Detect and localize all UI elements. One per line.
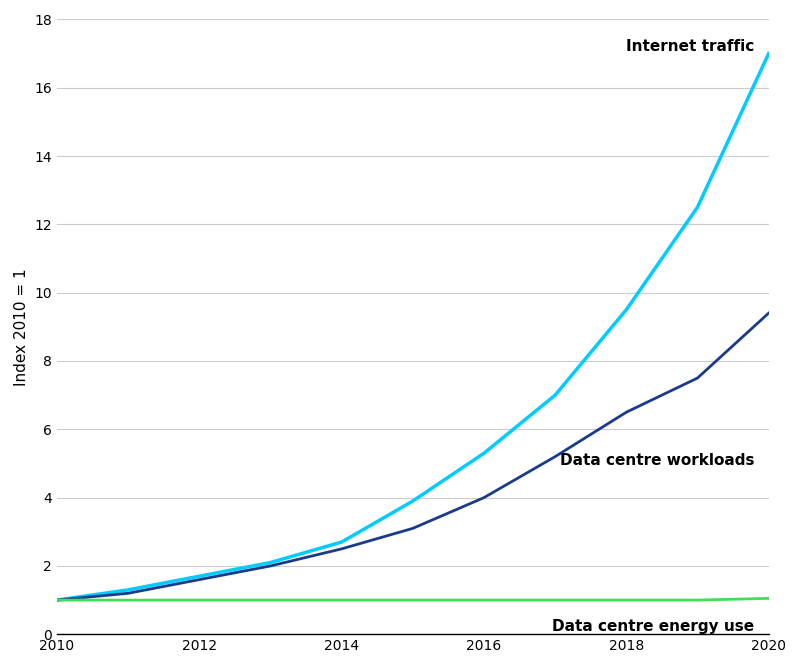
Text: Data centre workloads: Data centre workloads [560,453,754,468]
Text: Data centre energy use: Data centre energy use [552,619,754,634]
Y-axis label: Index 2010 = 1: Index 2010 = 1 [14,268,29,386]
Text: Internet traffic: Internet traffic [626,39,754,53]
